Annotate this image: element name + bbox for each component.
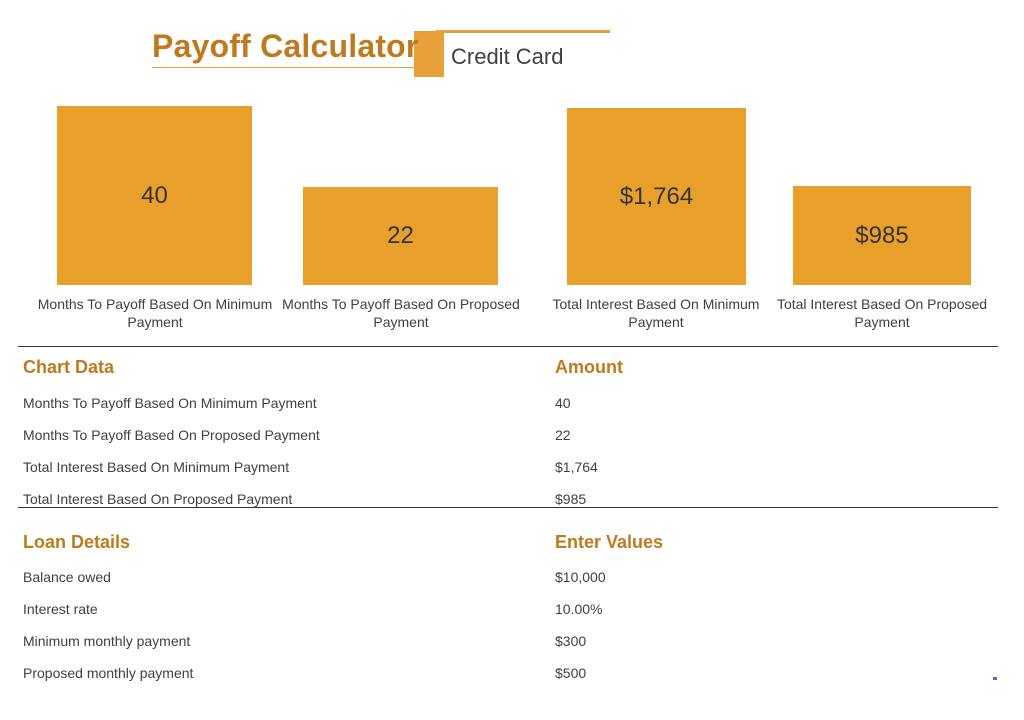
chart-table-row-value: 40 bbox=[555, 395, 571, 411]
chart-axis-label: Months To Payoff Based On Minimum Paymen… bbox=[37, 296, 273, 330]
chart-axis-label: Total Interest Based On Minimum Payment bbox=[552, 296, 760, 330]
proposed-payment-field[interactable]: $500 bbox=[555, 665, 587, 681]
title-decoration-bracket bbox=[414, 31, 444, 77]
chart-data-label: $985 bbox=[855, 221, 909, 249]
loan-details-heading: Loan Details bbox=[23, 532, 131, 552]
chart-bar-interest-minimum: $1,764 bbox=[567, 108, 746, 285]
title-underline bbox=[152, 67, 418, 68]
chart-bar-months-minimum: 40 bbox=[57, 106, 252, 285]
chart-table-row-label: Months To Payoff Based On Minimum Paymen… bbox=[23, 395, 317, 411]
page-subtitle: Credit Card bbox=[451, 44, 564, 69]
chart-table-row-value: $985 bbox=[555, 491, 587, 507]
interest-rate-label: Interest rate bbox=[23, 601, 98, 617]
chart-table-row-label: Months To Payoff Based On Proposed Payme… bbox=[23, 427, 320, 443]
balance-owed-label: Balance owed bbox=[23, 569, 111, 585]
chart-table-row-label: Total Interest Based On Proposed Payment bbox=[23, 491, 293, 507]
chart-data-label: $1,764 bbox=[619, 182, 694, 210]
chart-data-label: 22 bbox=[387, 222, 414, 249]
title-decoration-line bbox=[436, 30, 610, 33]
chart-bar-months-proposed: 22 bbox=[303, 187, 498, 285]
amount-heading: Amount bbox=[555, 357, 623, 377]
chart-axis-label: Months To Payoff Based On Proposed Payme… bbox=[282, 296, 520, 330]
chart-data-label: 40 bbox=[141, 181, 168, 209]
minimum-payment-label: Minimum monthly payment bbox=[23, 633, 191, 649]
chart-table-row-value: 22 bbox=[555, 427, 571, 443]
interest-rate-field[interactable]: 10.00% bbox=[555, 601, 603, 617]
chart-axis-label: Total Interest Based On Proposed Payment bbox=[776, 296, 988, 330]
enter-values-heading: Enter Values bbox=[555, 532, 664, 552]
chart-data-heading: Chart Data bbox=[23, 357, 115, 377]
balance-owed-field[interactable]: $10,000 bbox=[555, 569, 606, 585]
divider bbox=[18, 346, 998, 347]
chart-table-row-label: Total Interest Based On Minimum Payment bbox=[23, 459, 290, 475]
chart-bar-interest-proposed: $985 bbox=[793, 186, 971, 285]
cell-resize-handle[interactable] bbox=[993, 677, 997, 680]
proposed-payment-label: Proposed monthly payment bbox=[23, 665, 194, 681]
chart-table-row-value: $1,764 bbox=[555, 459, 598, 475]
minimum-payment-field[interactable]: $300 bbox=[555, 633, 587, 649]
page-title: Payoff Calculator bbox=[152, 28, 419, 64]
divider bbox=[18, 507, 998, 508]
title-decoration-fill bbox=[444, 36, 594, 76]
